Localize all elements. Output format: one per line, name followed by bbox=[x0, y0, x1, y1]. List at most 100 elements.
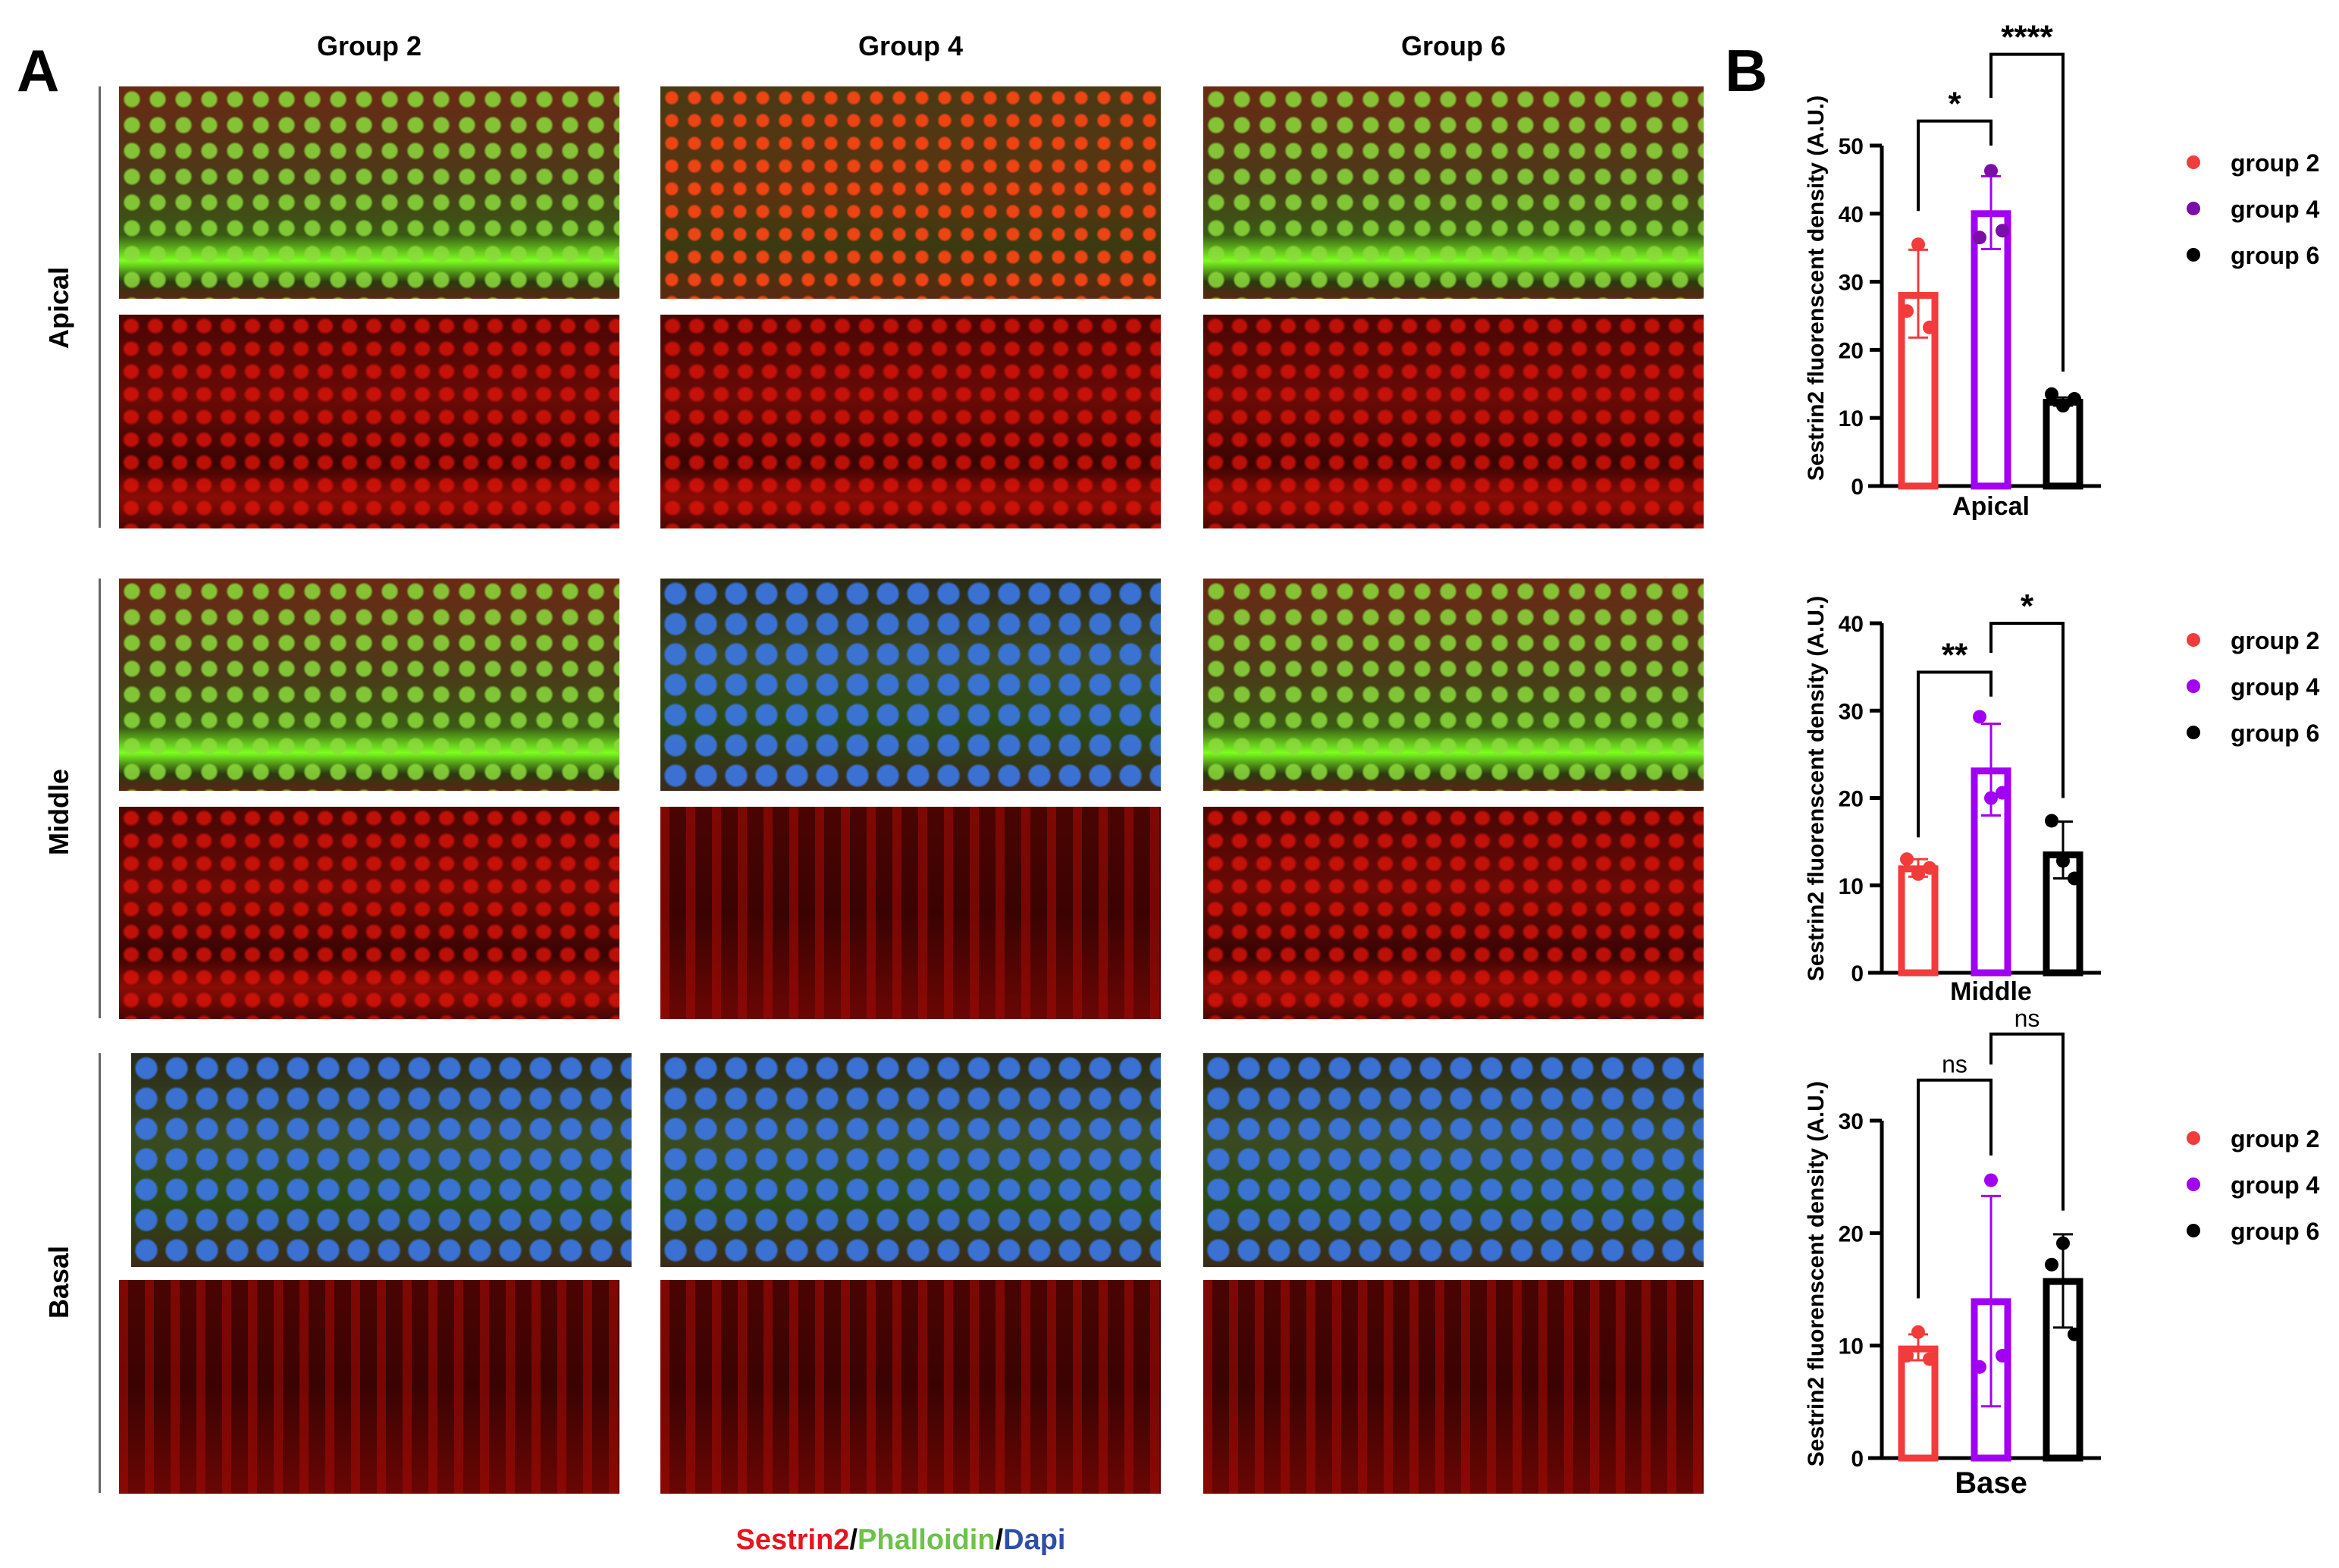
significance-label: **** bbox=[2001, 19, 2053, 56]
significance-label: ns bbox=[2014, 1005, 2040, 1032]
legend-marker bbox=[2187, 726, 2200, 739]
significance-bracket bbox=[1917, 1078, 1993, 1299]
legend-label: group 4 bbox=[2231, 196, 2320, 223]
legend-marker bbox=[2187, 155, 2200, 169]
column-header-group-6: Group 6 bbox=[1400, 30, 1506, 61]
y-tick-label: 20 bbox=[1839, 338, 1864, 363]
significance-bracket bbox=[1989, 622, 2065, 798]
legend-label: group 4 bbox=[2231, 1171, 2320, 1199]
micrograph-basal-group4-sestrin2 bbox=[660, 1280, 1161, 1494]
data-point bbox=[1911, 237, 1925, 252]
legend-marker bbox=[2187, 248, 2200, 262]
legend-label: group 6 bbox=[2231, 1218, 2319, 1245]
micrograph-basal-group6-sestrin2 bbox=[1203, 1280, 1704, 1494]
data-point bbox=[1996, 224, 2009, 238]
y-tick-label: 30 bbox=[1839, 699, 1864, 724]
data-point bbox=[1984, 164, 1998, 178]
micrograph-basal-group2-sestrin2 bbox=[119, 1280, 619, 1494]
data-point bbox=[2068, 392, 2081, 406]
y-tick-label: 0 bbox=[1851, 475, 1864, 500]
micrograph-basal-group6-merged bbox=[1203, 1053, 1704, 1267]
micrograph-apical-group4-merged bbox=[660, 86, 1161, 299]
data-point bbox=[2068, 871, 2081, 886]
data-point bbox=[1900, 1349, 1914, 1363]
data-point bbox=[1973, 710, 1986, 724]
legend-label: group 6 bbox=[2231, 720, 2319, 747]
micrograph-middle-group6-sestrin2 bbox=[1203, 807, 1704, 1019]
significance-bracket bbox=[1917, 670, 1993, 838]
y-tick-label: 50 bbox=[1839, 134, 1864, 159]
significance-label: ns bbox=[1942, 1051, 1967, 1078]
data-point bbox=[1984, 791, 1998, 805]
y-tick-label: 30 bbox=[1839, 1109, 1864, 1134]
caption-separator: / bbox=[849, 1524, 858, 1556]
x-axis-label: Base bbox=[1955, 1466, 2027, 1500]
y-tick-label: 40 bbox=[1839, 202, 1864, 227]
y-tick-label: 10 bbox=[1839, 874, 1864, 899]
y-axis-label: Sestrin2 fluorenscent density (A.U.) bbox=[1804, 1081, 1829, 1466]
micrograph-apical-group6-merged bbox=[1203, 86, 1704, 299]
panel-b-letter: B bbox=[1725, 37, 1768, 104]
row-divider-apical bbox=[99, 86, 101, 528]
data-point bbox=[1923, 861, 1936, 875]
micrograph-apical-group2-sestrin2 bbox=[119, 315, 619, 528]
stain-legend-caption: Sestrin2/Phalloidin/Dapi bbox=[0, 1524, 1801, 1557]
legend-marker bbox=[2187, 1178, 2200, 1191]
legend-marker bbox=[2187, 202, 2200, 215]
x-axis-label: Apical bbox=[1952, 492, 2030, 521]
significance-bracket bbox=[1917, 119, 1993, 212]
data-point bbox=[2045, 814, 2058, 828]
data-point bbox=[1923, 1352, 1936, 1366]
y-tick-label: 20 bbox=[1839, 787, 1864, 812]
micrograph-apical-group2-merged bbox=[119, 86, 619, 299]
legend-marker bbox=[2187, 633, 2200, 647]
micrograph-basal-group2-merged bbox=[131, 1053, 632, 1267]
data-point bbox=[2056, 854, 2070, 868]
micrograph-middle-group2-merged bbox=[119, 579, 619, 791]
y-tick-label: 30 bbox=[1839, 271, 1864, 296]
y-tick-label: 0 bbox=[1851, 1447, 1864, 1472]
data-point bbox=[1973, 1359, 1986, 1374]
data-point bbox=[1996, 1349, 2009, 1363]
caption-separator: / bbox=[995, 1524, 1004, 1556]
caption-dapi: Dapi bbox=[1003, 1524, 1066, 1556]
micrograph-middle-group4-merged bbox=[660, 579, 1161, 791]
row-divider-basal bbox=[99, 1053, 101, 1493]
micrograph-apical-group6-sestrin2 bbox=[1203, 315, 1704, 528]
significance-bracket bbox=[1989, 52, 2065, 372]
legend-marker bbox=[2187, 679, 2200, 693]
panel-a-letter: A bbox=[17, 37, 60, 104]
legend-label: group 2 bbox=[2231, 1125, 2319, 1152]
bar-chart-apical: 0 10 20 30 40 50 Apical Sestrin2 fluorenscent d… bbox=[1804, 19, 2320, 521]
y-tick-label: 40 bbox=[1839, 612, 1864, 637]
significance-bracket bbox=[1989, 1032, 2065, 1211]
micrograph-middle-group6-merged bbox=[1203, 579, 1704, 791]
column-header-group-2: Group 2 bbox=[316, 30, 422, 61]
data-point bbox=[1900, 852, 1914, 867]
legend-label: group 4 bbox=[2231, 673, 2320, 701]
data-point bbox=[1911, 1325, 1925, 1339]
data-point bbox=[2068, 1327, 2081, 1341]
significance-label: * bbox=[2021, 588, 2034, 625]
data-point bbox=[1923, 320, 1936, 334]
legend-label: group 2 bbox=[2231, 627, 2319, 654]
data-point bbox=[2045, 1257, 2058, 1272]
data-point bbox=[1973, 230, 1986, 245]
y-axis-label: Sestrin2 fluorenscent density (A.U.) bbox=[1804, 96, 1829, 481]
legend-label: group 6 bbox=[2231, 242, 2319, 269]
bar-group-4 bbox=[1971, 210, 2011, 490]
micrograph-basal-group4-merged bbox=[660, 1053, 1161, 1267]
data-point bbox=[2056, 399, 2070, 413]
data-point bbox=[1911, 867, 1925, 881]
significance-label: ** bbox=[1942, 637, 1968, 674]
micrograph-middle-group4-sestrin2 bbox=[660, 807, 1161, 1019]
bar-group-2 bbox=[1898, 865, 1939, 977]
y-tick-label: 0 bbox=[1851, 961, 1864, 986]
significance-label: * bbox=[1948, 86, 1961, 123]
row-divider-middle bbox=[99, 579, 101, 1018]
legend-marker bbox=[2187, 1131, 2200, 1145]
caption-sestrin2: Sestrin2 bbox=[735, 1524, 850, 1556]
data-point bbox=[1900, 304, 1914, 318]
data-point bbox=[1996, 786, 2009, 800]
